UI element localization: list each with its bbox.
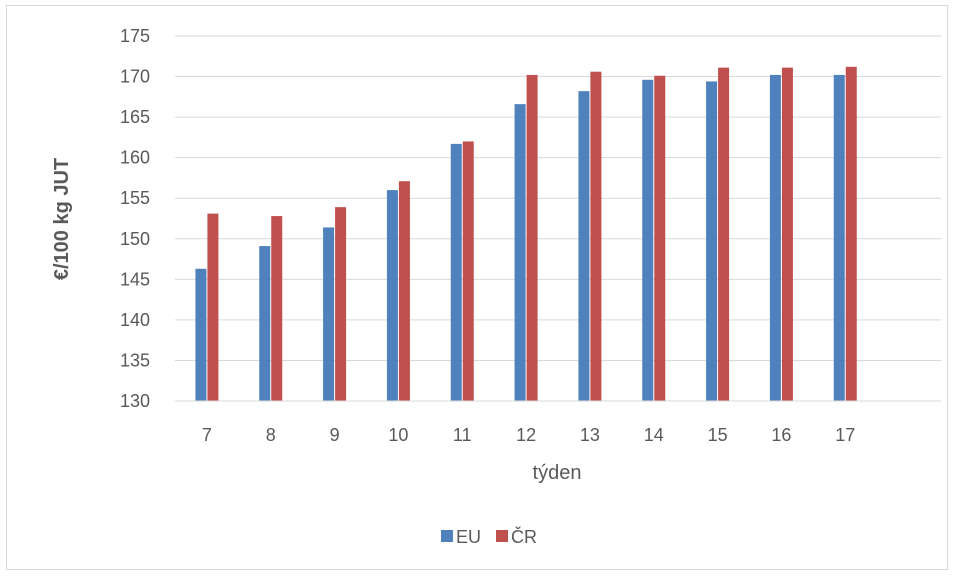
y-tick-label: 175 bbox=[120, 26, 150, 46]
bar-EU-17 bbox=[833, 74, 845, 401]
x-tick-label: 14 bbox=[644, 425, 664, 445]
bar-EU-14 bbox=[642, 79, 654, 402]
bar-ČR-9 bbox=[335, 207, 347, 401]
bar-EU-10 bbox=[386, 190, 398, 401]
bar-ČR-15 bbox=[718, 67, 730, 401]
x-tick-label: 10 bbox=[388, 425, 408, 445]
bar-ČR-11 bbox=[462, 141, 474, 401]
y-tick-label: 160 bbox=[120, 148, 150, 168]
y-tick-label: 165 bbox=[120, 107, 150, 127]
bar-EU-8 bbox=[259, 246, 271, 401]
y-tick-label: 145 bbox=[120, 269, 150, 289]
y-axis-title: €/100 kg JUT bbox=[51, 158, 73, 280]
y-tick-label: 170 bbox=[120, 67, 150, 87]
bar-EU-16 bbox=[769, 74, 781, 401]
bar-ČR-12 bbox=[526, 74, 538, 401]
bar-ČR-16 bbox=[781, 67, 793, 401]
y-tick-label: 130 bbox=[120, 391, 150, 411]
x-tick-label: 7 bbox=[202, 425, 212, 445]
bar-ČR-13 bbox=[590, 71, 602, 401]
y-tick-label: 150 bbox=[120, 229, 150, 249]
bar-ČR-10 bbox=[398, 181, 410, 401]
gridlines bbox=[175, 35, 941, 361]
bar-EU-7 bbox=[195, 268, 207, 401]
legend-label-ČR: ČR bbox=[511, 526, 537, 547]
bar-EU-13 bbox=[578, 91, 590, 402]
x-tick-label: 12 bbox=[516, 425, 536, 445]
bar-EU-12 bbox=[514, 104, 526, 401]
y-tick-label: 140 bbox=[120, 310, 150, 330]
x-tick-label: 15 bbox=[708, 425, 728, 445]
y-axis-ticks: 130 135 140 145 150 155 160 165 170 175 bbox=[120, 26, 150, 411]
x-tick-label: 8 bbox=[266, 425, 276, 445]
bar-ČR-8 bbox=[271, 216, 283, 401]
y-tick-label: 135 bbox=[120, 350, 150, 370]
x-tick-label: 9 bbox=[330, 425, 340, 445]
bar-ČR-14 bbox=[654, 75, 666, 401]
bar-EU-11 bbox=[450, 143, 462, 401]
bar-ČR-7 bbox=[207, 213, 219, 401]
x-axis-ticks: 7 8 9 10 11 12 13 14 15 16 17 bbox=[202, 425, 855, 445]
legend-swatch-ČR bbox=[496, 530, 509, 542]
legend-label-EU: EU bbox=[456, 527, 481, 547]
x-axis-title: týden bbox=[533, 462, 582, 484]
x-tick-label: 11 bbox=[453, 425, 472, 445]
bar-ČR-17 bbox=[845, 66, 857, 402]
bar-EU-15 bbox=[706, 81, 718, 401]
y-tick-label: 155 bbox=[120, 188, 150, 208]
bars bbox=[195, 66, 857, 402]
x-tick-label: 13 bbox=[580, 425, 600, 445]
legend: EU ČR bbox=[441, 526, 537, 547]
legend-swatch-EU bbox=[441, 530, 453, 542]
bar-EU-9 bbox=[323, 227, 335, 401]
x-tick-label: 16 bbox=[771, 425, 791, 445]
x-tick-label: 17 bbox=[835, 425, 855, 445]
